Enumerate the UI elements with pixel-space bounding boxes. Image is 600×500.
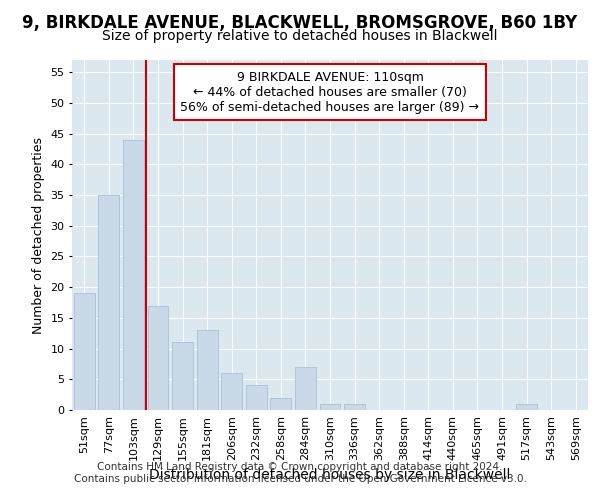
Bar xyxy=(172,342,193,410)
Bar xyxy=(221,373,242,410)
Text: Contains HM Land Registry data © Crown copyright and database right 2024.: Contains HM Land Registry data © Crown c… xyxy=(97,462,503,472)
Bar xyxy=(123,140,144,410)
Bar xyxy=(98,195,119,410)
Bar xyxy=(197,330,218,410)
Bar xyxy=(271,398,292,410)
Bar xyxy=(246,386,267,410)
Bar xyxy=(516,404,537,410)
Text: Contains public sector information licensed under the Open Government Licence v3: Contains public sector information licen… xyxy=(74,474,526,484)
Bar xyxy=(344,404,365,410)
Bar xyxy=(295,367,316,410)
Bar xyxy=(320,404,340,410)
X-axis label: Distribution of detached houses by size in Blackwell: Distribution of detached houses by size … xyxy=(149,468,511,482)
Bar xyxy=(74,294,95,410)
Text: Size of property relative to detached houses in Blackwell: Size of property relative to detached ho… xyxy=(102,29,498,43)
Text: 9, BIRKDALE AVENUE, BLACKWELL, BROMSGROVE, B60 1BY: 9, BIRKDALE AVENUE, BLACKWELL, BROMSGROV… xyxy=(22,14,578,32)
Text: 9 BIRKDALE AVENUE: 110sqm
← 44% of detached houses are smaller (70)
56% of semi-: 9 BIRKDALE AVENUE: 110sqm ← 44% of detac… xyxy=(181,70,479,114)
Bar xyxy=(148,306,169,410)
Y-axis label: Number of detached properties: Number of detached properties xyxy=(32,136,44,334)
